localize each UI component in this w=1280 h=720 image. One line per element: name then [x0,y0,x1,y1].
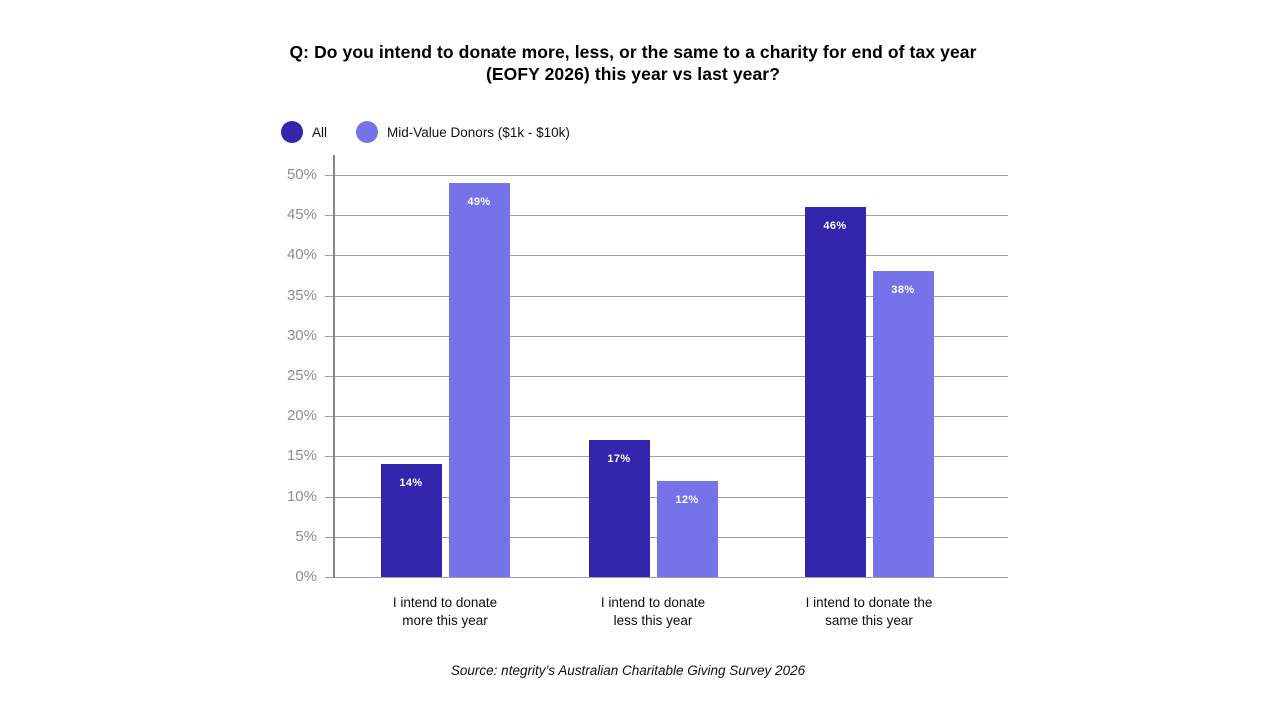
bar-all-2: 46% [804,207,866,577]
y-axis-tick-label: 50% [286,166,317,183]
bar-all-1: 17% [588,440,650,577]
gridline [325,376,1008,377]
y-axis-tick-label: 5% [295,527,317,545]
bar-value-label: 17% [607,453,631,466]
y-axis-tick-label: 40% [286,246,317,264]
gridline [325,456,1008,458]
gridline [325,215,1008,217]
legend-label: Mid-Value Donors ($1k - $10k) [387,124,570,140]
source-note: Source: ntegrity’s Australian Charitable… [450,663,806,678]
y-axis-tick-label: 15% [286,447,317,465]
y-axis-tick-label: 20% [286,407,317,425]
bar-value-label: 14% [399,477,423,490]
x-axis-category-label: I intend to donate the same this year [805,595,933,628]
y-axis-line [333,155,335,578]
bar-value-label: 46% [823,220,847,233]
x-axis-category-label: I intend to donate less this year [600,595,706,628]
gridline [325,335,1008,337]
y-axis-tick-label: 25% [286,367,317,384]
legend-item-mid-value-donors: Mid-Value Donors ($1k - $10k) [356,121,570,143]
bar-mid-value-2: 38% [872,271,934,577]
y-axis-tick-label: 10% [286,487,317,505]
bar-all-0: 14% [380,464,442,577]
y-axis-tick-label: 0% [295,568,317,585]
gridline [325,416,1008,418]
legend: All Mid-Value Donors ($1k - $10k) [281,120,599,144]
bar-value-label: 49% [467,196,491,209]
chart-title: Q: Do you intend to donate more, less, o… [289,42,977,84]
legend-label: All [312,124,328,140]
legend-swatch-icon [281,121,303,143]
gridline [325,295,1008,297]
y-axis-tick-label: 30% [286,326,317,344]
x-axis-category-label: I intend to donate more this year [392,595,498,628]
gridline [325,255,1008,257]
y-axis-tick-label: 45% [286,206,317,224]
legend-swatch-icon [356,121,379,143]
y-axis-tick-label: 35% [286,286,317,304]
gridline [325,577,1008,578]
bar-mid-value-0: 49% [448,183,510,577]
legend-item-all: All [281,121,327,143]
bar-value-label: 12% [675,493,699,506]
bar-value-label: 38% [891,284,915,297]
bar-mid-value-1: 12% [656,480,718,577]
gridline [325,175,1008,176]
